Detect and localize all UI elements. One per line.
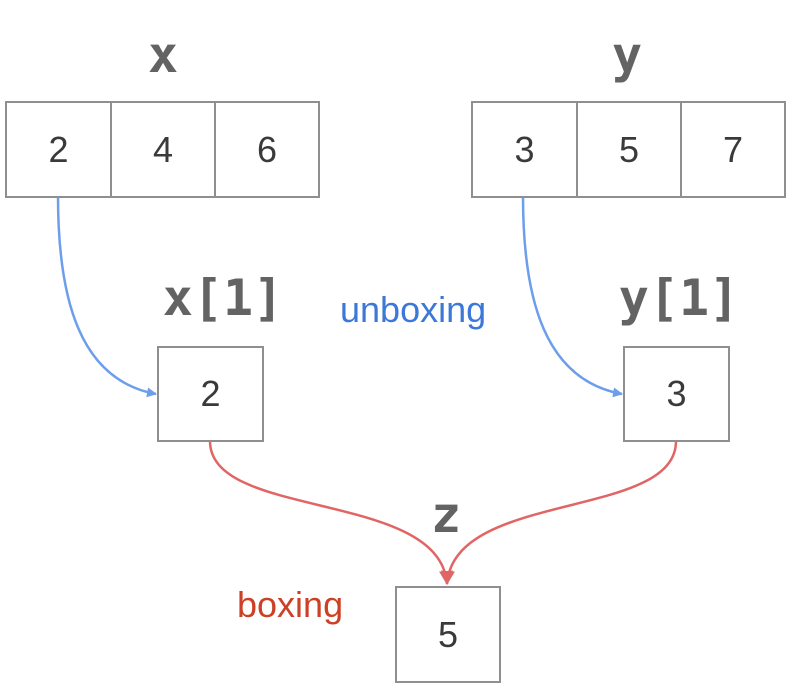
unbox-arrow-y (521, 195, 623, 398)
boxing-caption: boxing (237, 584, 344, 625)
vector-y-cell-1: 3 (471, 101, 578, 198)
element-x-label: x[1] (162, 269, 284, 327)
result-z-label: z (430, 486, 462, 544)
vector-x-cell-1: 2 (5, 101, 112, 198)
element-x-cell: 2 (157, 346, 264, 442)
vector-y-cell-2: 5 (576, 101, 682, 198)
element-y-cell: 3 (623, 346, 730, 442)
element-y-label: y[1] (618, 269, 740, 327)
box-arrow-y (441, 440, 678, 585)
vector-x-label: x (147, 26, 179, 84)
vector-x-cell-2: 4 (110, 101, 216, 198)
vector-y-label: y (611, 26, 643, 84)
vector-y-cell-3: 7 (680, 101, 786, 198)
vector-x-cell-3: 6 (214, 101, 320, 198)
box-arrow-x (208, 440, 453, 585)
result-z-cell: 5 (395, 586, 501, 683)
unbox-arrow-x (56, 195, 157, 398)
unboxing-caption: unboxing (340, 289, 487, 330)
